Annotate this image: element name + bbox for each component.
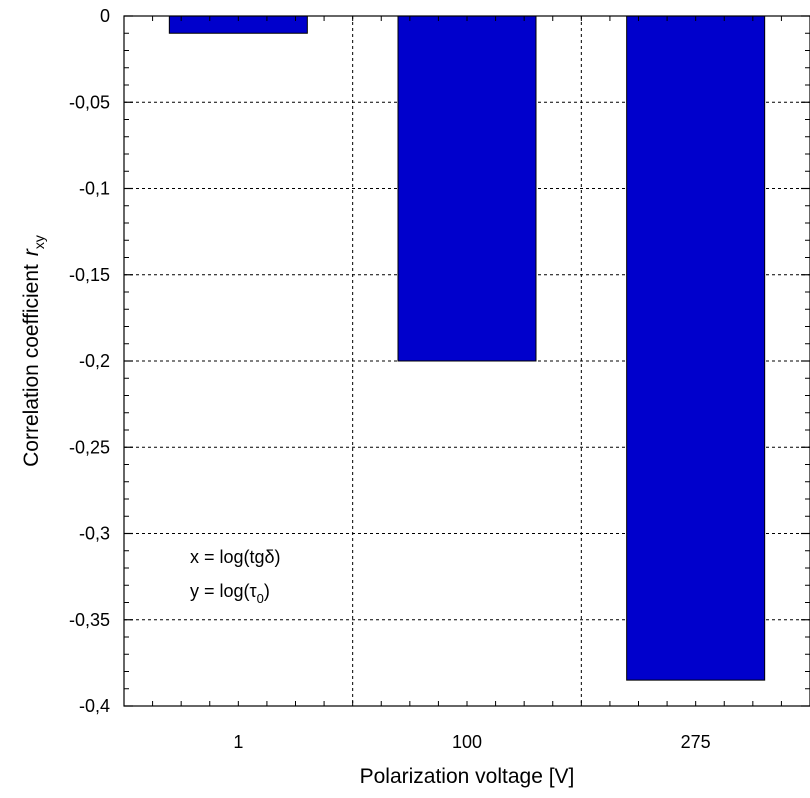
bar-100 bbox=[397, 15, 537, 362]
y-tick-label: -0,1 bbox=[79, 179, 110, 199]
bar-275 bbox=[626, 15, 766, 681]
y-tick-label: 0 bbox=[100, 6, 110, 26]
y-tick-label: -0,15 bbox=[69, 265, 110, 285]
x-tick-label: 275 bbox=[681, 732, 711, 752]
y-axis-title: Correlation coefficient rxy bbox=[20, 235, 47, 467]
y-axis-title-subscript: xy bbox=[31, 235, 47, 249]
y-tick-label: -0,3 bbox=[79, 524, 110, 544]
x-tick-labels: 1 100 275 bbox=[233, 732, 710, 752]
y-tick-label: -0,4 bbox=[79, 696, 110, 716]
y-tick-label: -0,25 bbox=[69, 437, 110, 457]
bars bbox=[168, 15, 766, 681]
y-tick-label: -0,35 bbox=[69, 610, 110, 630]
y-axis-title-text: Correlation coefficient bbox=[20, 264, 43, 467]
x-axis-title: Polarization voltage [V] bbox=[360, 765, 575, 788]
y-tick-label: -0,05 bbox=[69, 92, 110, 112]
annotation-y-definition: y = log(τ0) bbox=[190, 581, 270, 606]
x-tick-label: 100 bbox=[452, 732, 482, 752]
annotation-y-prefix: y = log(τ bbox=[190, 581, 257, 601]
y-tick-labels: 0 -0,05 -0,1 -0,15 -0,2 -0,25 -0,3 -0,35 -0,4 bbox=[69, 6, 110, 716]
y-axis-title-symbol: r bbox=[20, 248, 43, 256]
annotation-y-suffix: ) bbox=[264, 581, 270, 601]
annotation-y-subscript: 0 bbox=[257, 591, 264, 606]
x-tick-label: 1 bbox=[233, 732, 243, 752]
plot-frame bbox=[123, 15, 810, 707]
annotation-x-definition: x = log(tgδ) bbox=[190, 547, 281, 567]
y-tick-label: -0,2 bbox=[79, 351, 110, 371]
